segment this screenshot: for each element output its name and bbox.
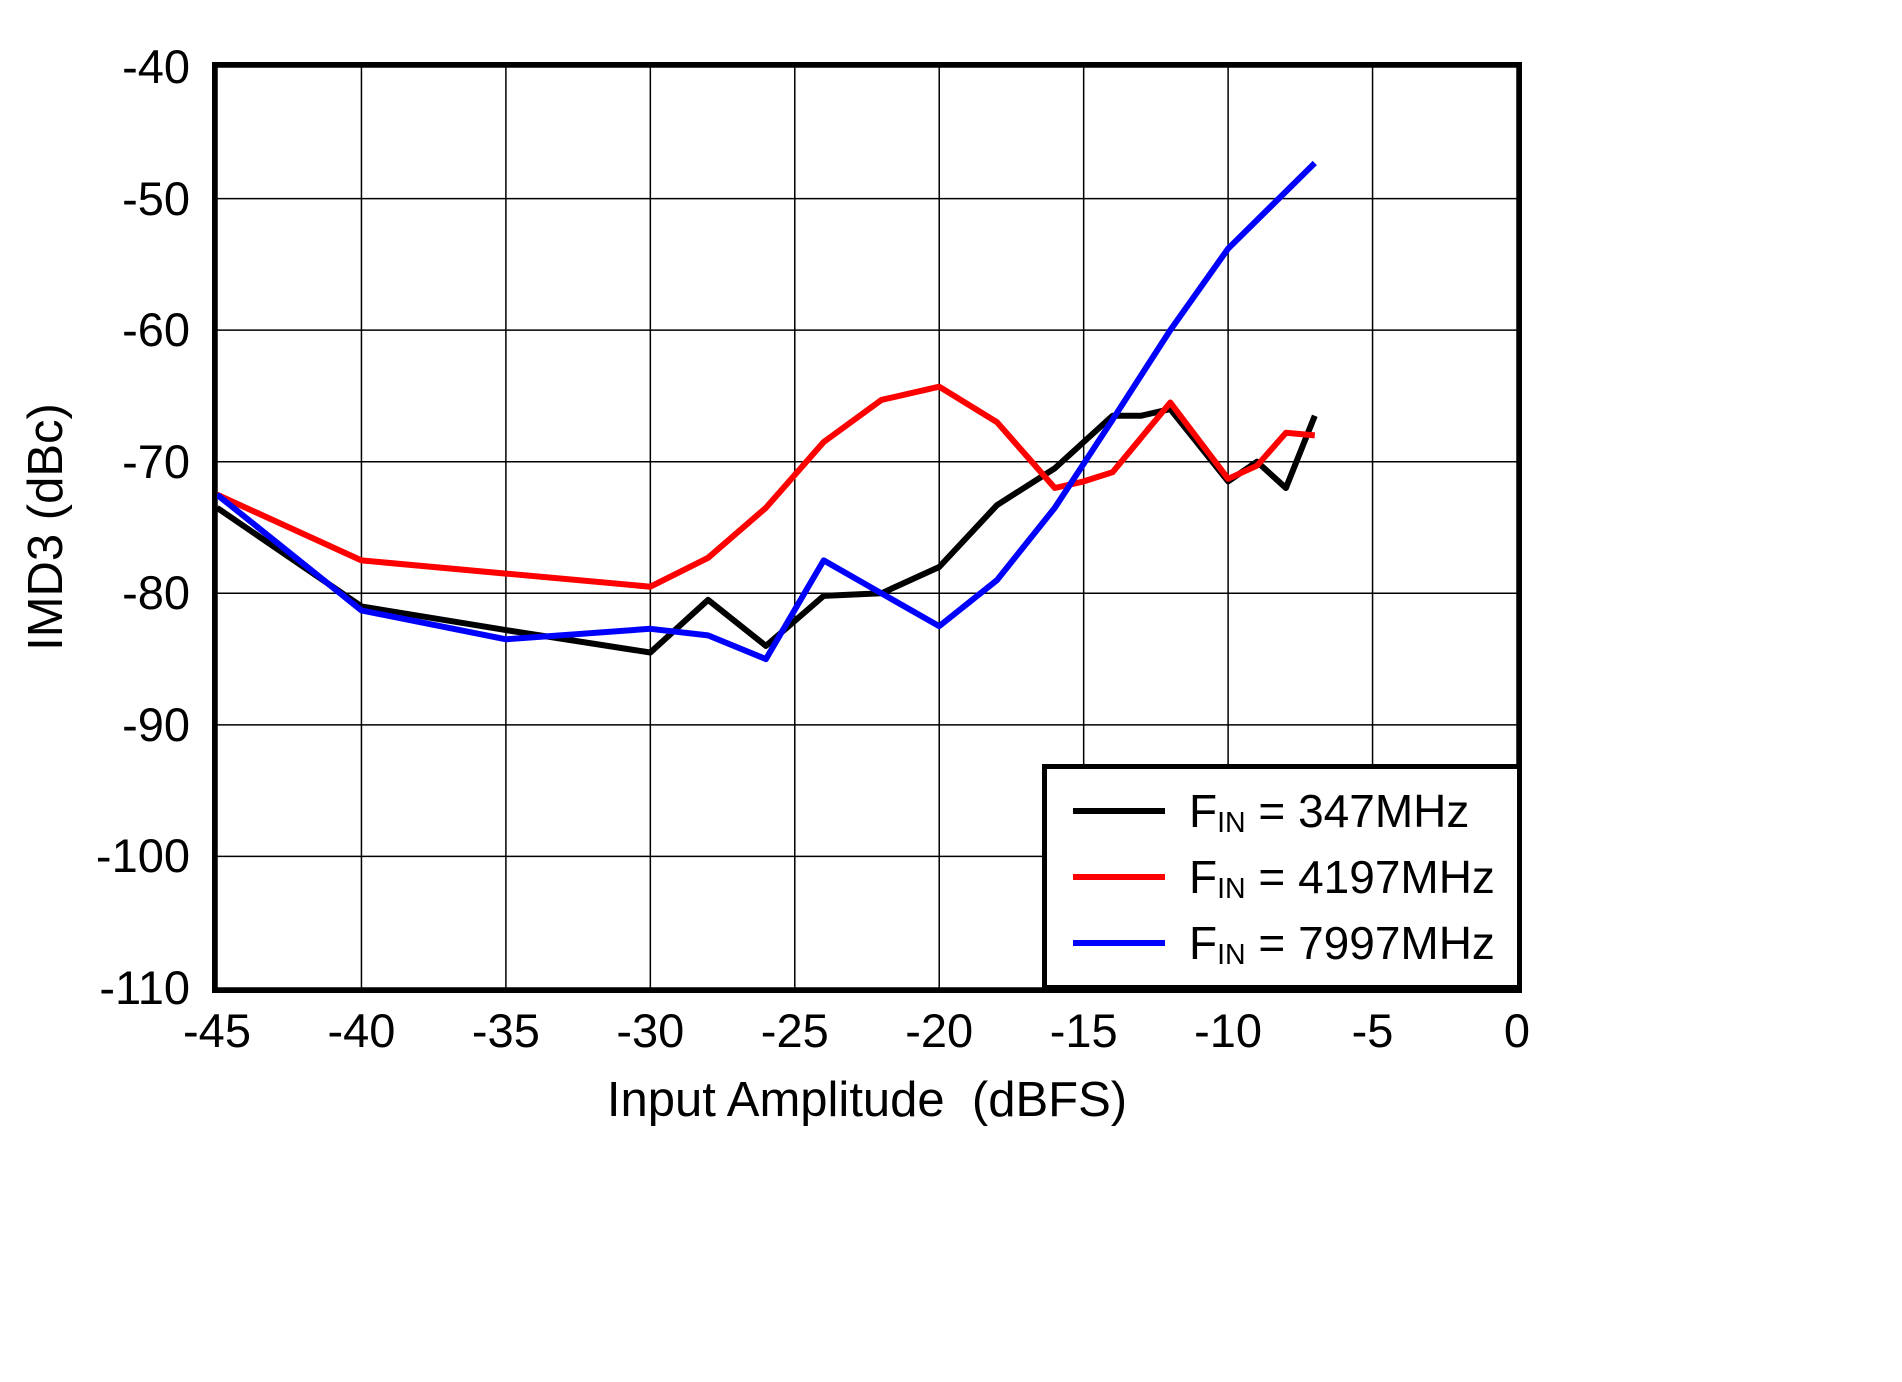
legend-label-f: F	[1189, 917, 1218, 969]
legend-label-fin-4197mhz: FIN = 4197MHz	[1189, 850, 1495, 906]
legend-line-blue	[1073, 940, 1165, 946]
legend-item-fin-347mhz: FIN = 347MHz	[1073, 784, 1491, 840]
legend-label-sub: IN	[1217, 939, 1246, 972]
x-tick-label: -10	[1194, 1004, 1263, 1057]
series-line-fin-4197mhz	[217, 383, 1316, 590]
legend-label-rest: = 4197MHz	[1245, 851, 1495, 903]
x-tick-label: -45	[183, 1004, 251, 1057]
legend-label-sub: IN	[1217, 807, 1246, 840]
y-tick-label: -110	[99, 961, 190, 1015]
legend-item-fin-4197mhz: FIN = 4197MHz	[1073, 850, 1495, 905]
y-tick-label: -80	[122, 566, 190, 620]
x-tick-label: 0	[1503, 1004, 1531, 1057]
plot-area	[212, 62, 1522, 993]
series-line-fin-7997mhz	[217, 160, 1317, 663]
y-tick-label: -50	[122, 171, 190, 225]
legend-line-red	[1073, 874, 1165, 880]
y-tick-label: -70	[122, 434, 190, 488]
legend-label-fin-347mhz: FIN = 347MHz	[1189, 784, 1470, 840]
legend-label-fin-7997mhz: FIN = 7997MHz	[1189, 916, 1495, 972]
legend-label-rest: = 347MHz	[1245, 785, 1470, 837]
x-tick-label: -40	[327, 1004, 396, 1057]
legend-item-fin-7997mhz: FIN = 7997MHz	[1073, 916, 1495, 971]
legend-label-f: F	[1189, 851, 1218, 903]
y-tick-label: -40	[122, 40, 190, 94]
y-tick-label: -100	[95, 829, 190, 883]
x-tick-label: -15	[1049, 1004, 1118, 1057]
legend-label-rest: = 7997MHz	[1245, 917, 1495, 969]
x-tick-label: -25	[760, 1004, 829, 1057]
y-tick-label: -90	[122, 698, 190, 751]
y-tick-label: -60	[122, 303, 190, 357]
legend: FIN = 347MHz FIN = 4197MHz FIN = 7997MHz	[1042, 764, 1522, 990]
legend-line-black	[1073, 808, 1165, 814]
x-tick-label: -30	[616, 1004, 685, 1057]
y-axis-title: IMD3 (dBc)	[19, 403, 73, 651]
x-tick-label: -20	[905, 1004, 974, 1057]
x-tick-label: -35	[471, 1004, 540, 1057]
x-tick-label: -5	[1351, 1004, 1394, 1057]
legend-label-f: F	[1189, 785, 1218, 837]
x-axis-title: Input Amplitude (dBFS)	[606, 1073, 1128, 1127]
legend-label-sub: IN	[1217, 873, 1246, 906]
